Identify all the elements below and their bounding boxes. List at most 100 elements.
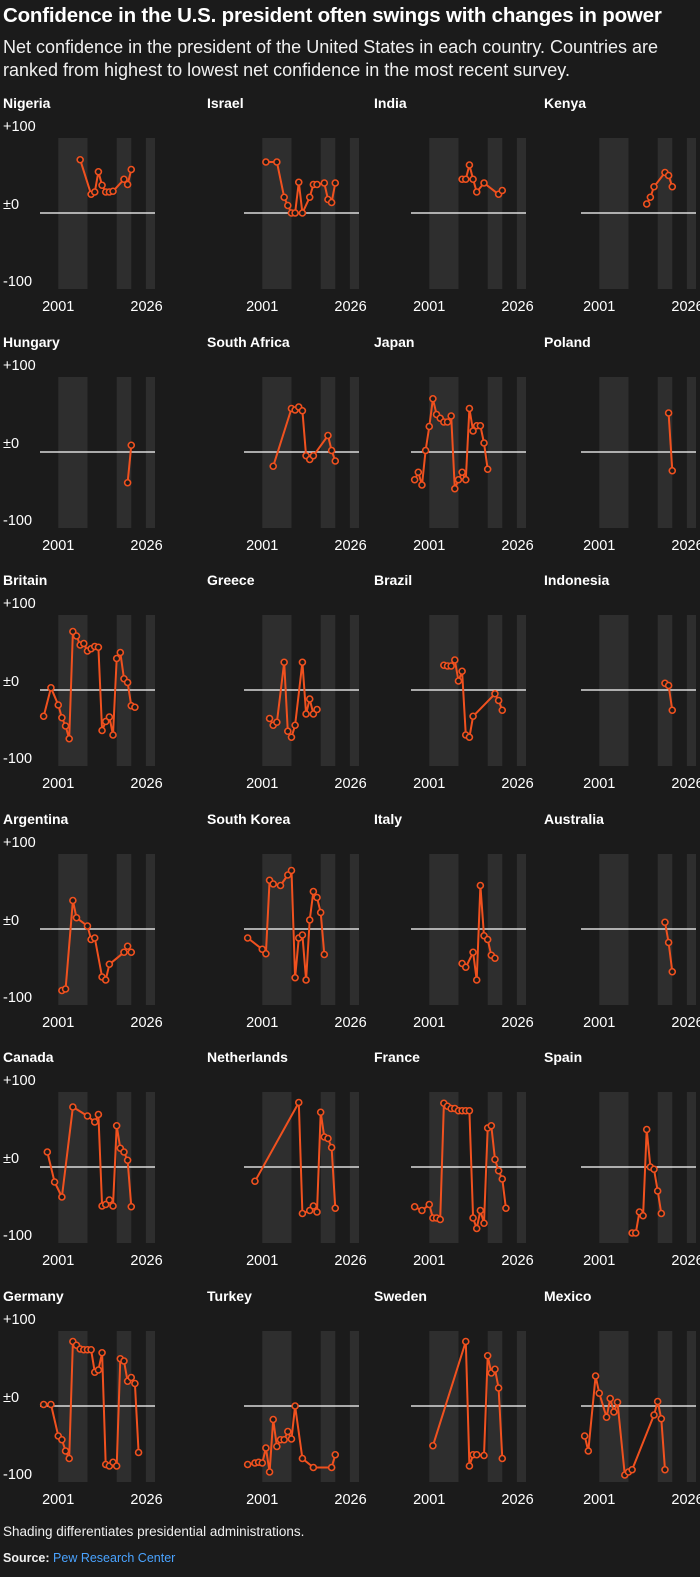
data-point — [305, 916, 314, 924]
data-point — [469, 427, 477, 435]
data-point — [94, 1366, 103, 1374]
data-point — [646, 193, 655, 202]
data-point — [291, 209, 299, 217]
data-point — [61, 985, 70, 993]
country-chart: 2001 2026 — [410, 377, 534, 554]
data-point — [58, 1435, 66, 1444]
data-point — [131, 1379, 139, 1388]
x-tick-label: 2026 — [501, 1015, 533, 1031]
data-point — [298, 1454, 307, 1463]
data-point — [298, 658, 307, 667]
x-tick-label: 2001 — [413, 1015, 445, 1031]
y-tick-label: ±0 — [3, 674, 19, 690]
series-line — [126, 445, 133, 483]
data-point — [661, 918, 669, 927]
data-point — [309, 1463, 318, 1472]
x-tick-label: 2026 — [334, 1015, 366, 1031]
country-panel: South Korea 2001 2026 — [207, 811, 377, 1049]
data-point — [480, 179, 488, 187]
data-point — [498, 1454, 507, 1463]
data-point — [258, 1459, 267, 1467]
data-point — [262, 1444, 270, 1452]
x-tick-label: 2026 — [501, 538, 533, 554]
country-panel: Turkey 2001 2026 — [207, 1288, 377, 1526]
data-point — [116, 648, 125, 657]
country-label: Nigeria — [3, 95, 51, 111]
data-point — [664, 171, 673, 180]
data-point — [120, 175, 128, 184]
country-chart: 2001 2026 — [581, 377, 700, 554]
data-point — [465, 1462, 474, 1470]
data-point — [454, 475, 463, 484]
country-panel: Brazil 2001 2026 — [374, 572, 544, 810]
data-point — [273, 1442, 281, 1451]
country-panel: Netherlands 2001 2026 — [207, 1049, 377, 1287]
data-point — [98, 726, 106, 735]
x-tick-label: 2001 — [583, 538, 615, 554]
data-point — [280, 1435, 288, 1444]
data-point — [134, 1448, 143, 1457]
data-point — [410, 1202, 419, 1211]
country-panel: Spain 2001 2026 — [544, 1049, 700, 1287]
data-point — [425, 422, 434, 431]
source-link[interactable]: Pew Research Center — [53, 1551, 176, 1565]
data-point — [606, 1394, 615, 1403]
x-tick-label: 2026 — [130, 776, 162, 792]
data-point — [94, 643, 103, 652]
country-label: Greece — [207, 572, 255, 588]
data-point — [461, 963, 470, 972]
data-point — [284, 201, 292, 210]
country-label: Turkey — [207, 1288, 252, 1304]
x-tick-label: 2026 — [671, 1253, 700, 1269]
x-tick-label: 2001 — [246, 1015, 278, 1031]
data-point — [287, 1435, 296, 1443]
data-point — [47, 1400, 55, 1409]
data-point — [120, 1148, 128, 1156]
country-chart: 2001 2026 — [411, 1331, 534, 1508]
data-point — [305, 193, 314, 202]
data-point — [480, 1451, 488, 1460]
y-tick-label: +100 — [3, 119, 36, 135]
data-point — [650, 1165, 658, 1174]
country-label: Japan — [374, 334, 415, 350]
data-point — [320, 179, 329, 187]
data-point — [269, 462, 278, 471]
x-tick-label: 2001 — [246, 538, 278, 554]
data-point — [595, 1389, 604, 1398]
source-label: Source: — [3, 1551, 50, 1565]
data-point — [657, 1414, 666, 1423]
y-tick-label: ±0 — [3, 436, 19, 452]
x-tick-label: 2026 — [671, 1492, 700, 1508]
country-chart: 2001 2026 — [581, 615, 700, 792]
data-point — [498, 1175, 507, 1183]
data-point — [639, 1211, 647, 1220]
data-point — [305, 695, 314, 703]
data-point — [465, 161, 474, 169]
data-point — [294, 1098, 303, 1107]
country-chart: 2001 2026 — [243, 1331, 367, 1508]
country-label: Italy — [374, 811, 403, 827]
x-tick-label: 2026 — [671, 1015, 700, 1031]
data-point — [131, 703, 139, 712]
country-chart: 2001 2026 — [410, 1092, 534, 1269]
data-point — [642, 200, 651, 208]
x-tick-label: 2026 — [130, 299, 162, 315]
x-tick-label: 2001 — [413, 1492, 445, 1508]
y-tick-label: -100 — [3, 751, 32, 767]
data-point — [494, 1166, 503, 1175]
data-point — [476, 1206, 485, 1215]
x-tick-label: 2026 — [130, 1253, 162, 1269]
data-point — [112, 1121, 121, 1130]
data-point — [280, 658, 288, 667]
y-tick-label: -100 — [3, 1467, 32, 1483]
data-point — [123, 942, 132, 951]
data-point — [316, 1108, 325, 1117]
data-point — [491, 689, 499, 698]
country-chart: +100 ±0 -100 2001 2026 — [3, 1312, 163, 1508]
data-point — [491, 954, 499, 963]
data-point — [123, 678, 132, 687]
country-chart: +100 ±0 -100 2001 2026 — [3, 358, 163, 554]
data-point — [69, 896, 77, 905]
country-panel: Greece 2001 2026 — [207, 572, 377, 810]
data-point — [287, 866, 296, 875]
